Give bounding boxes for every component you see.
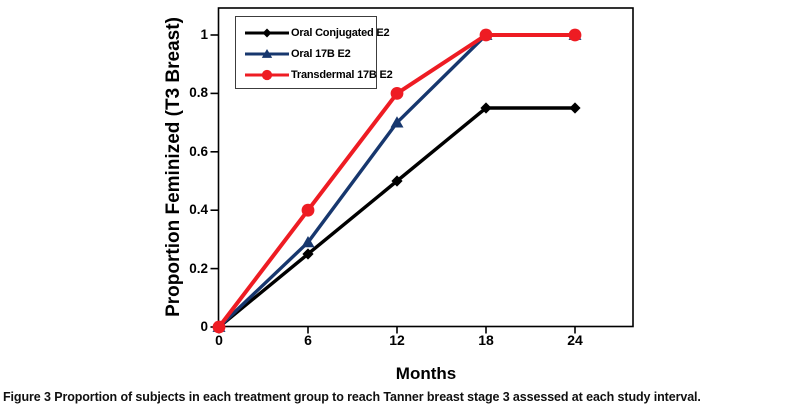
legend-label: Oral 17B E2 xyxy=(291,47,351,60)
y-tick-label: 0.8 xyxy=(189,85,208,101)
x-axis-title: Months xyxy=(395,364,457,383)
legend-item: Oral 17B E2 xyxy=(244,43,374,64)
figure-caption-label: Figure 3 xyxy=(3,390,51,404)
y-tick-label: 0 xyxy=(200,319,208,334)
y-tick-label: 1 xyxy=(200,27,208,42)
legend-item: Oral Conjugated E2 xyxy=(244,22,390,43)
circle-marker-icon xyxy=(245,69,289,80)
x-tick-label: 12 xyxy=(389,332,405,348)
x-tick-label: 0 xyxy=(215,332,223,348)
x-tick-label: 18 xyxy=(478,332,494,348)
triangle-marker-icon xyxy=(245,48,289,58)
legend-label: Transdermal 17B E2 xyxy=(291,68,393,81)
figure-caption: Figure 3 Proportion of subjects in each … xyxy=(3,390,793,404)
y-tick-label: 0.4 xyxy=(189,202,208,218)
diamond-marker-icon xyxy=(245,28,289,37)
legend: Oral Conjugated E2 Oral 17B E2 Transderm… xyxy=(235,16,393,89)
figure-caption-text: Proportion of subjects in each treatment… xyxy=(54,390,701,404)
x-tick-label: 24 xyxy=(567,332,583,348)
chart-plot xyxy=(210,7,634,334)
x-tick-label: 6 xyxy=(304,332,312,348)
y-tick-label: 0.2 xyxy=(189,260,208,276)
y-tick-label: 0.6 xyxy=(189,143,208,159)
legend-item: Transdermal 17B E2 xyxy=(244,64,393,85)
legend-label: Oral Conjugated E2 xyxy=(291,26,390,39)
